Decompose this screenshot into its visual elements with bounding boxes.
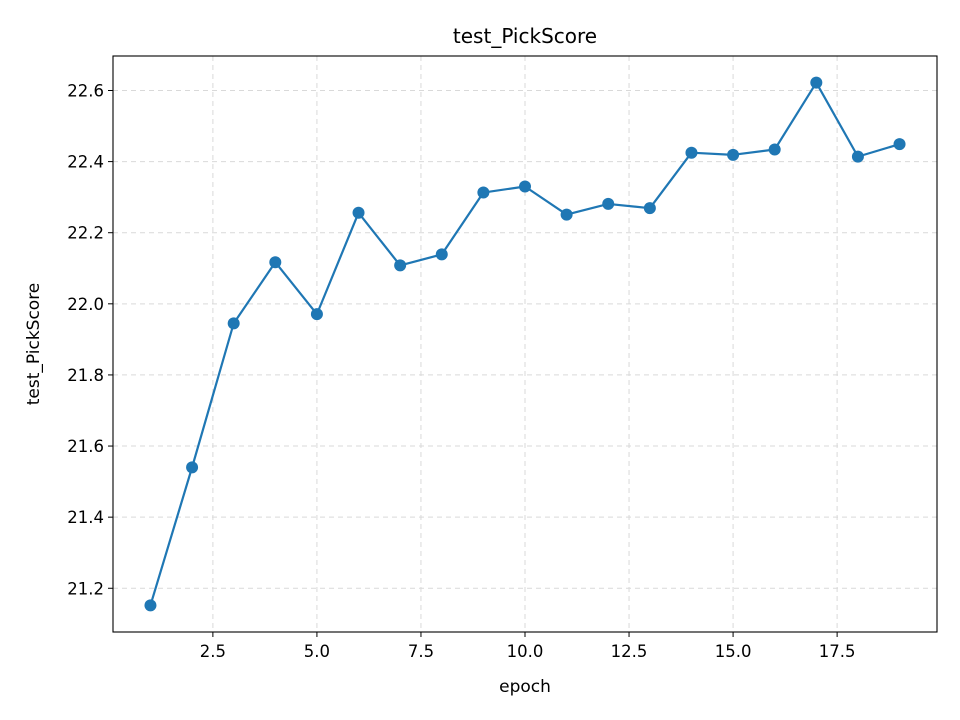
x-tick-label: 15.0 — [715, 642, 752, 661]
data-point — [269, 256, 282, 269]
x-tick-label: 17.5 — [819, 642, 856, 661]
data-point — [144, 599, 157, 612]
y-tick-label: 22.4 — [67, 153, 104, 172]
x-tick-label: 7.5 — [408, 642, 434, 661]
data-point — [851, 150, 864, 163]
data-point — [643, 202, 656, 215]
chart-title: test_PickScore — [453, 24, 597, 48]
y-tick-label: 21.4 — [67, 508, 104, 527]
y-tick-label: 22.2 — [67, 224, 104, 243]
data-point — [768, 143, 781, 156]
data-point — [727, 148, 740, 161]
y-tick-label: 21.6 — [67, 437, 104, 456]
y-tick-label: 22.6 — [67, 81, 104, 100]
data-point — [352, 206, 365, 219]
data-point — [810, 76, 823, 89]
y-tick-label: 21.2 — [67, 579, 104, 598]
data-point — [477, 186, 490, 199]
data-point — [519, 180, 531, 193]
grid-lines — [113, 56, 937, 632]
data-point — [310, 308, 323, 321]
x-tick-label: 5.0 — [304, 642, 330, 661]
y-axis-label: test_PickScore — [24, 283, 44, 406]
data-point — [685, 146, 698, 159]
y-tick-label: 21.8 — [67, 366, 104, 385]
x-tick-label: 10.0 — [507, 642, 544, 661]
y-tick-label: 22.0 — [67, 295, 104, 314]
x-axis-label: epoch — [499, 677, 551, 697]
data-point — [227, 317, 240, 330]
data-point — [394, 259, 407, 272]
data-point — [893, 138, 906, 151]
series-layer — [144, 76, 906, 612]
x-tick-label: 2.5 — [200, 642, 226, 661]
data-point — [435, 248, 448, 261]
data-point — [602, 197, 615, 210]
ticks: 2.5 5.0 7.5 10.0 12.5 15.0 17.5 21.2 21.4 21.6 21.… — [67, 81, 855, 661]
data-point — [186, 461, 199, 474]
x-tick-label: 12.5 — [611, 642, 648, 661]
data-point — [560, 208, 573, 221]
